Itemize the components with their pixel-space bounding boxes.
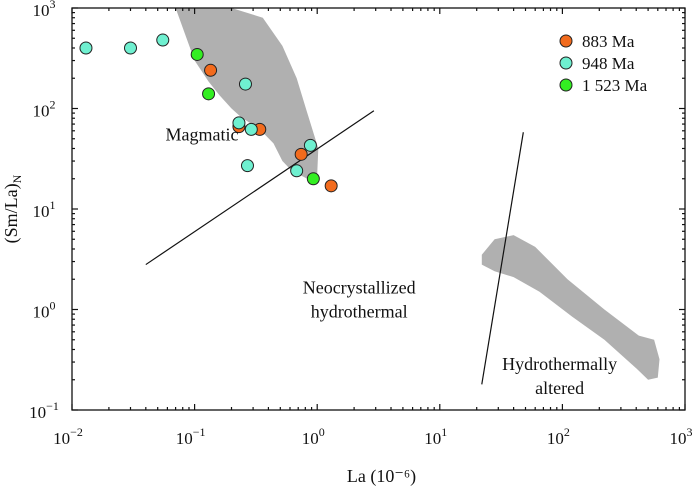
- annotations-layer: Magmatic Neocrystallized hydrothermal Hydro…: [166, 125, 618, 398]
- x-axis-title: La (10⁻⁶): [347, 466, 416, 487]
- legend-label: 948 Ma: [582, 54, 635, 73]
- hydrothermally-altered-label: Hydrothermally altered: [502, 354, 617, 398]
- data-point-series-1: [290, 164, 304, 178]
- data-point-series-0: [204, 63, 218, 77]
- x-tick-label: 10−2: [53, 425, 83, 448]
- data-point-series-0: [294, 147, 308, 161]
- data-point-series-1: [240, 159, 254, 173]
- data-point-series-2: [306, 172, 320, 186]
- data-point-series-1: [79, 41, 93, 55]
- neocrystallized-label: Neocrystallized hydrothermal: [303, 277, 416, 321]
- magmatic-label: Magmatic: [166, 125, 239, 145]
- legend-marker: [559, 56, 573, 70]
- tick-labels-layer: 10−2 10−1 100 101 102 103 10−1 100 101 102 103: [29, 0, 692, 448]
- data-point-series-2: [202, 87, 216, 101]
- altered-boundary-line: [481, 132, 524, 385]
- x-tick-label: 102: [547, 425, 570, 448]
- x-tick-label: 10−1: [176, 425, 206, 448]
- x-tick-label: 101: [424, 425, 447, 448]
- data-point-series-1: [303, 138, 317, 152]
- data-point-series-1: [156, 33, 170, 47]
- x-tick-label: 100: [302, 425, 325, 448]
- hydrothermally-altered-field: [481, 235, 660, 380]
- legend-label: 883 Ma: [582, 32, 635, 51]
- y-tick-label: 103: [33, 0, 56, 20]
- data-point-series-2: [190, 47, 204, 61]
- legend: 883 Ma 948 Ma 1 523 Ma: [559, 32, 648, 95]
- y-tick-label: 101: [33, 198, 56, 221]
- y-axis-title: (Sm/La)N: [1, 174, 24, 243]
- x-tick-label: 103: [670, 425, 693, 448]
- legend-label: 1 523 Ma: [582, 76, 648, 95]
- fields-layer: [175, 8, 660, 380]
- data-point-series-1: [244, 122, 258, 136]
- boundaries-layer: [145, 110, 524, 385]
- ticks-layer: [71, 7, 686, 411]
- y-tick-label: 102: [33, 98, 56, 121]
- y-tick-label: 10−1: [29, 399, 59, 422]
- data-point-series-0: [324, 179, 338, 193]
- data-point-series-1: [123, 41, 137, 55]
- data-point-series-1: [232, 116, 246, 130]
- magmatic-field: [175, 8, 319, 179]
- magmatic-boundary-line: [145, 110, 375, 266]
- legend-marker: [559, 34, 573, 48]
- data-point-series-1: [238, 77, 252, 91]
- legend-marker: [559, 78, 573, 92]
- points-layer: [79, 33, 338, 193]
- y-tick-label: 100: [33, 299, 56, 322]
